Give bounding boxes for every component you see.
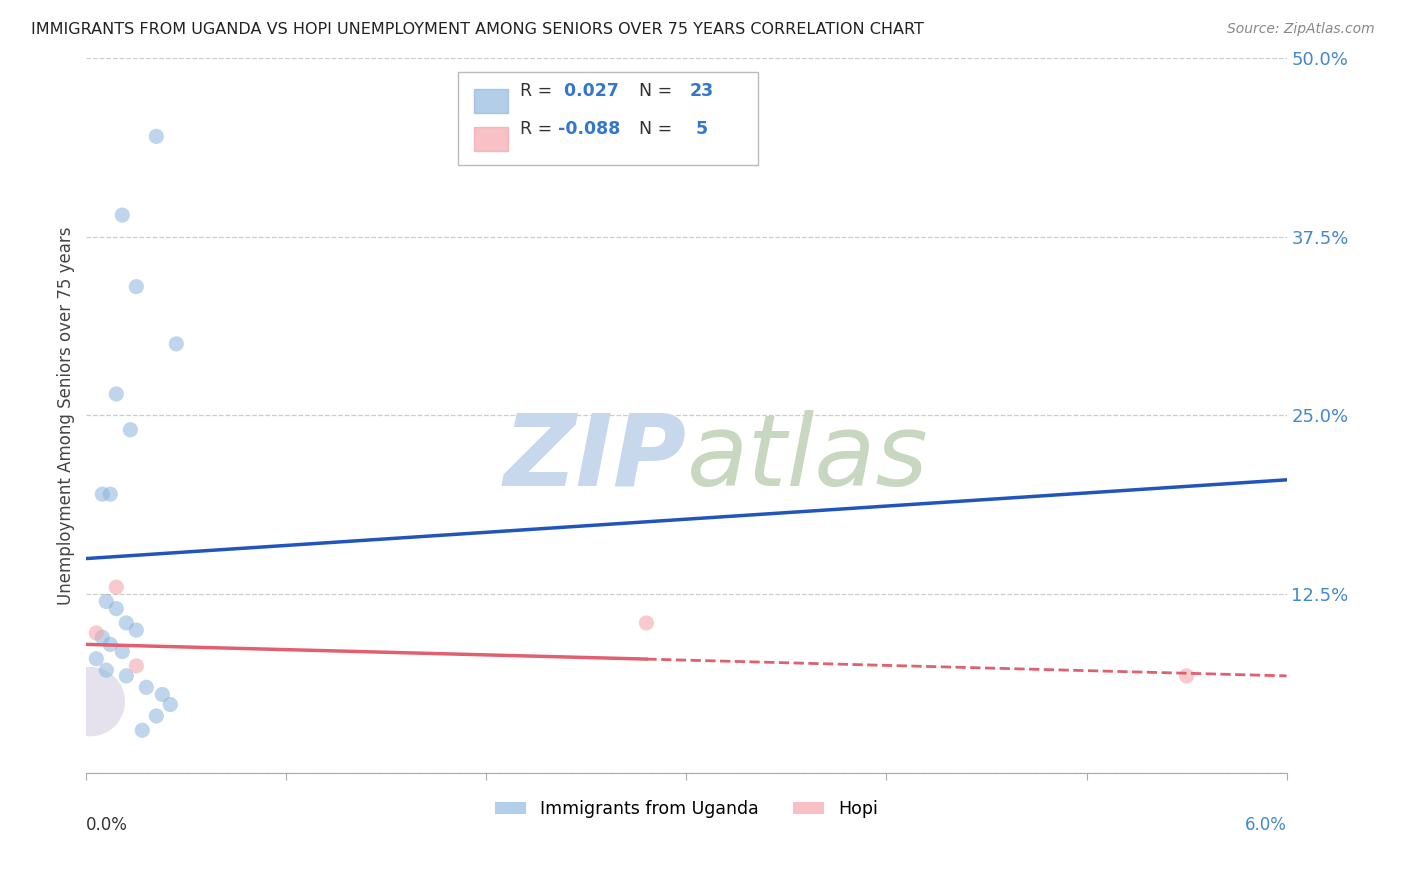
Text: N =: N = <box>627 120 678 138</box>
Point <box>96 663 118 677</box>
Text: 0.027: 0.027 <box>558 82 619 100</box>
Text: N =: N = <box>627 82 678 100</box>
Point <box>111 208 134 222</box>
Point <box>84 626 107 640</box>
Point <box>115 615 138 630</box>
Text: IMMIGRANTS FROM UGANDA VS HOPI UNEMPLOYMENT AMONG SENIORS OVER 75 YEARS CORRELAT: IMMIGRANTS FROM UGANDA VS HOPI UNEMPLOYM… <box>31 22 924 37</box>
Point <box>150 688 173 702</box>
Text: 6.0%: 6.0% <box>1244 816 1286 834</box>
Point <box>96 594 118 608</box>
Point <box>120 423 142 437</box>
Point <box>145 709 167 723</box>
Point <box>115 669 138 683</box>
Text: ZIP: ZIP <box>503 409 686 507</box>
Point <box>145 129 167 144</box>
Legend: Immigrants from Uganda, Hopi: Immigrants from Uganda, Hopi <box>488 794 886 825</box>
Text: 23: 23 <box>690 82 714 100</box>
Text: 5: 5 <box>690 120 709 138</box>
Bar <box>474 89 508 112</box>
Text: R =: R = <box>520 120 557 138</box>
Point <box>131 723 153 738</box>
Point <box>79 695 101 709</box>
Point <box>165 337 187 351</box>
Point <box>125 623 148 637</box>
Point <box>111 644 134 658</box>
Point <box>159 698 181 712</box>
Point <box>125 279 148 293</box>
Point <box>91 487 114 501</box>
Text: -0.088: -0.088 <box>558 120 620 138</box>
Point <box>98 487 121 501</box>
Point <box>125 658 148 673</box>
Y-axis label: Unemployment Among Seniors over 75 years: Unemployment Among Seniors over 75 years <box>58 227 75 605</box>
Point <box>84 651 107 665</box>
Bar <box>474 127 508 151</box>
Point <box>105 601 128 615</box>
Text: Source: ZipAtlas.com: Source: ZipAtlas.com <box>1227 22 1375 37</box>
Text: 0.0%: 0.0% <box>86 816 128 834</box>
Point <box>91 630 114 644</box>
Point <box>105 580 128 594</box>
Point <box>98 637 121 651</box>
Point <box>105 387 128 401</box>
Text: atlas: atlas <box>686 409 928 507</box>
FancyBboxPatch shape <box>458 72 758 165</box>
Text: R =: R = <box>520 82 557 100</box>
Point <box>636 615 658 630</box>
Point <box>1175 669 1198 683</box>
Point <box>135 681 157 695</box>
